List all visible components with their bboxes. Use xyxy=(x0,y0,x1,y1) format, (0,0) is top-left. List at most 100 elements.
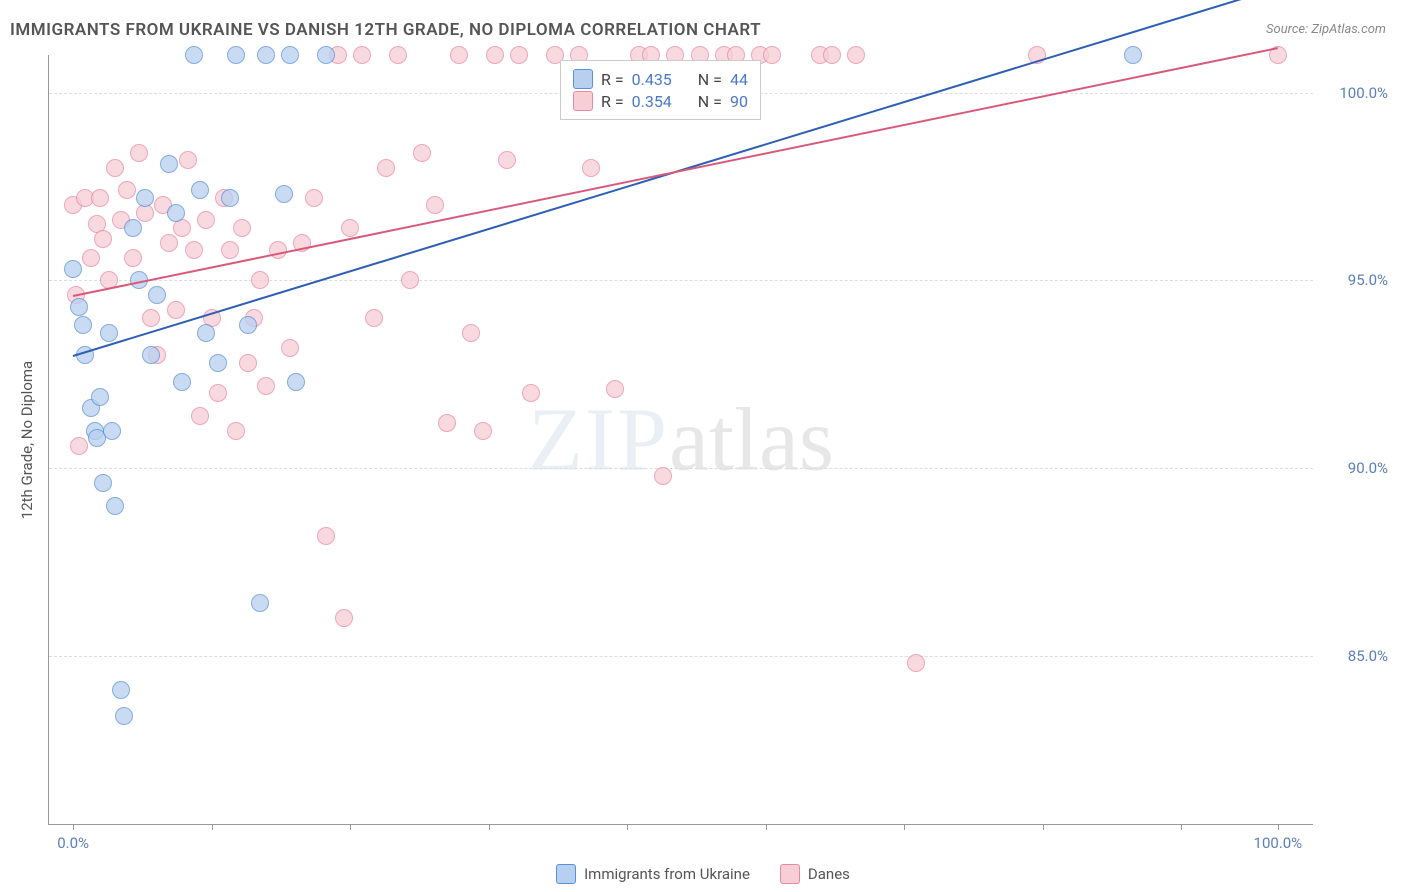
watermark-atlas: atlas xyxy=(669,390,834,489)
data-point xyxy=(91,388,109,406)
data-point xyxy=(257,377,275,395)
data-point xyxy=(103,422,121,440)
x-tick xyxy=(1181,824,1182,830)
data-point xyxy=(179,151,197,169)
legend-n-label: N = xyxy=(698,92,722,111)
data-point xyxy=(227,46,245,64)
data-point xyxy=(335,609,353,627)
gridline xyxy=(49,280,1313,281)
data-point xyxy=(124,219,142,237)
legend-r-label: R = xyxy=(601,70,624,89)
data-point xyxy=(115,707,133,725)
data-point xyxy=(74,316,92,334)
data-point xyxy=(70,437,88,455)
data-point xyxy=(377,159,395,177)
data-point xyxy=(317,46,335,64)
data-point xyxy=(847,46,865,64)
legend-n-value: 44 xyxy=(730,70,748,89)
data-point xyxy=(112,681,130,699)
x-tick xyxy=(766,824,767,830)
data-point xyxy=(209,384,227,402)
data-point xyxy=(94,474,112,492)
data-point xyxy=(1124,46,1142,64)
data-point xyxy=(281,46,299,64)
data-point xyxy=(438,414,456,432)
data-point xyxy=(426,196,444,214)
legend-r-value: 0.435 xyxy=(632,70,672,89)
legend-item: Danes xyxy=(780,864,850,884)
y-tick-label: 95.0% xyxy=(1328,271,1388,289)
data-point xyxy=(251,271,269,289)
legend-n-value: 90 xyxy=(730,92,748,111)
data-point xyxy=(239,354,257,372)
data-point xyxy=(209,354,227,372)
data-point xyxy=(239,316,257,334)
data-point xyxy=(197,324,215,342)
data-point xyxy=(94,230,112,248)
data-point xyxy=(118,181,136,199)
data-point xyxy=(185,46,203,64)
data-point xyxy=(907,654,925,672)
data-point xyxy=(486,46,504,64)
data-point xyxy=(317,527,335,545)
data-point xyxy=(91,189,109,207)
data-point xyxy=(100,324,118,342)
x-tick xyxy=(212,824,213,830)
legend-r-label: R = xyxy=(601,92,624,111)
data-point xyxy=(233,219,251,237)
data-point xyxy=(70,298,88,316)
legend-row: R = 0.435 N = 44 xyxy=(573,69,748,89)
x-tick xyxy=(904,824,905,830)
data-point xyxy=(185,241,203,259)
data-point xyxy=(251,594,269,612)
data-point xyxy=(365,309,383,327)
data-point xyxy=(82,249,100,267)
data-point xyxy=(221,189,239,207)
legend-label: Danes xyxy=(808,865,850,883)
data-point xyxy=(148,286,166,304)
data-point xyxy=(522,384,540,402)
data-point xyxy=(474,422,492,440)
x-tick xyxy=(1043,824,1044,830)
data-point xyxy=(136,189,154,207)
x-tick xyxy=(73,824,74,830)
legend-item: Immigrants from Ukraine xyxy=(556,864,750,884)
legend-swatch xyxy=(780,864,800,884)
x-tick-label: 100.0% xyxy=(1254,834,1303,852)
plot-area: ZIPatlas 85.0%90.0%95.0%100.0%0.0%100.0% xyxy=(48,55,1313,825)
data-point xyxy=(389,46,407,64)
data-point xyxy=(654,467,672,485)
data-point xyxy=(606,380,624,398)
y-tick-label: 90.0% xyxy=(1328,459,1388,477)
data-point xyxy=(823,46,841,64)
legend-swatch xyxy=(573,69,593,89)
y-tick-label: 100.0% xyxy=(1328,84,1388,102)
data-point xyxy=(130,144,148,162)
x-tick xyxy=(1278,824,1279,830)
data-point xyxy=(197,211,215,229)
source-attribution: Source: ZipAtlas.com xyxy=(1266,22,1386,37)
data-point xyxy=(257,46,275,64)
data-point xyxy=(167,301,185,319)
data-point xyxy=(64,260,82,278)
legend-n-label: N = xyxy=(698,70,722,89)
legend-row: R =0.354N =90 xyxy=(573,91,748,111)
chart-title: IMMIGRANTS FROM UKRAINE VS DANISH 12TH G… xyxy=(10,20,761,40)
watermark: ZIPatlas xyxy=(528,388,834,491)
x-tick xyxy=(350,824,351,830)
data-point xyxy=(106,497,124,515)
data-point xyxy=(167,204,185,222)
data-point xyxy=(341,219,359,237)
data-point xyxy=(582,159,600,177)
data-point xyxy=(763,46,781,64)
y-tick-label: 85.0% xyxy=(1328,647,1388,665)
x-tick xyxy=(489,824,490,830)
correlation-legend: R =0.435N =44R =0.354N =90 xyxy=(560,60,761,120)
x-tick xyxy=(627,824,628,830)
data-point xyxy=(160,155,178,173)
data-point xyxy=(353,46,371,64)
data-point xyxy=(281,339,299,357)
legend-swatch xyxy=(556,864,576,884)
data-point xyxy=(450,46,468,64)
watermark-zip: ZIP xyxy=(528,390,669,489)
